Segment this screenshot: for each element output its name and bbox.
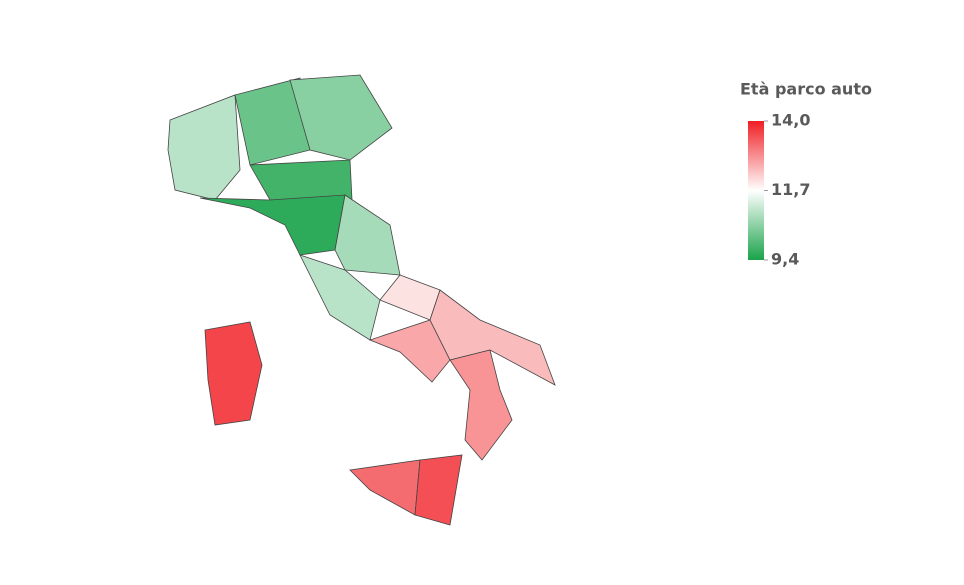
region <box>289 74 393 161</box>
region <box>449 349 513 461</box>
region <box>414 454 463 526</box>
region <box>429 289 556 386</box>
region <box>334 194 401 276</box>
legend-title: Età parco auto <box>740 80 872 99</box>
region <box>249 159 353 201</box>
region <box>368 319 451 383</box>
regions <box>167 74 556 526</box>
region <box>299 254 381 341</box>
region <box>204 321 263 426</box>
region <box>379 274 441 321</box>
legend-tick-label: 9,4 <box>771 250 799 269</box>
legend-tick-label: 14,0 <box>771 111 810 130</box>
color-bar <box>748 121 764 260</box>
region <box>349 459 421 516</box>
legend-tick-label: 11,7 <box>771 180 810 199</box>
region <box>199 194 346 256</box>
region <box>167 94 241 201</box>
